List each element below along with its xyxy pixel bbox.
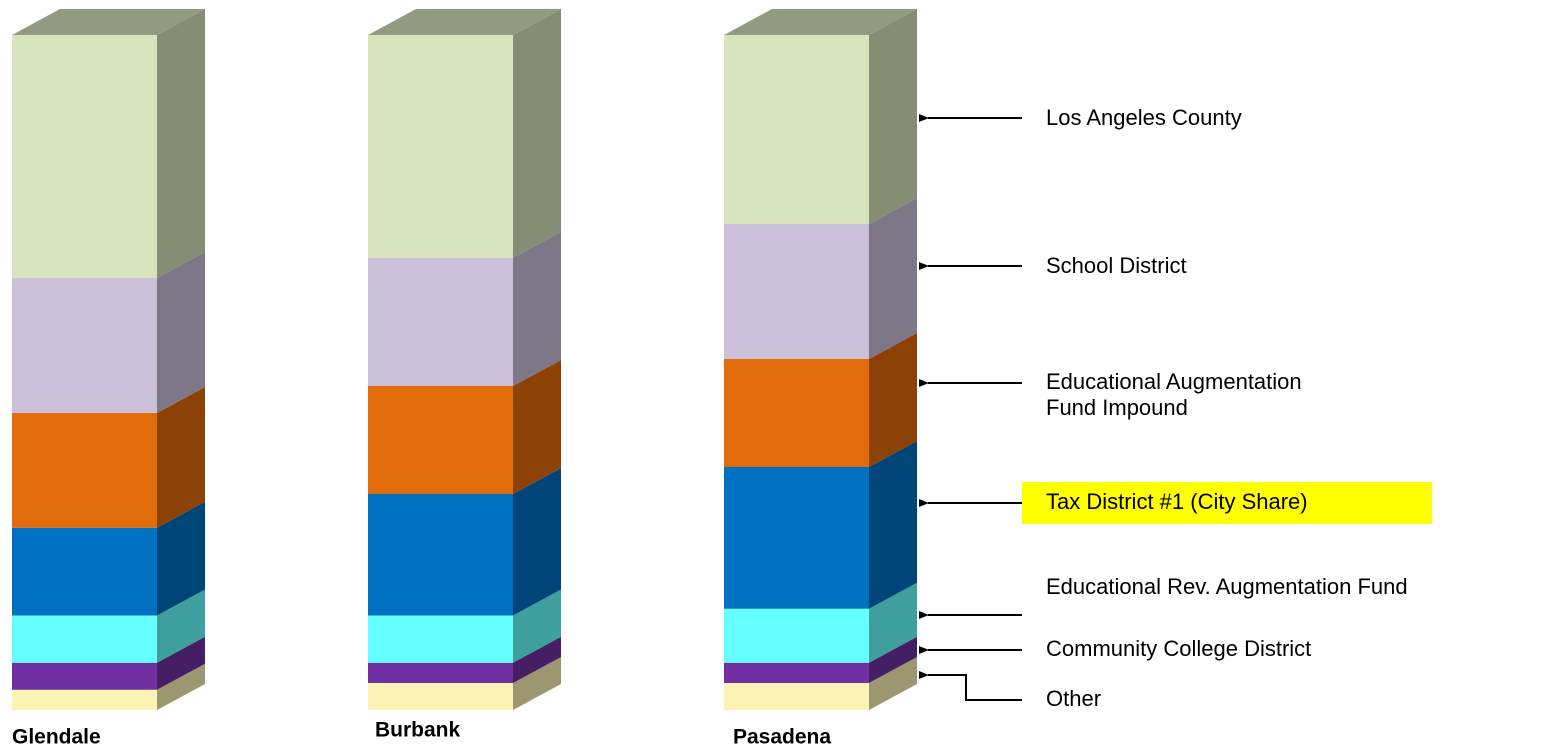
bar-front [368,257,513,386]
legend-label-line: Los Angeles County [1046,105,1242,130]
bar-segment [724,657,917,710]
bar-segment [724,198,917,359]
legend-label: Tax District #1 (City Share) [1046,489,1308,514]
category-label: Glendale [12,726,101,748]
bar-segment [12,501,205,616]
bar-front [724,224,869,359]
bar-segment [12,252,205,413]
legend-arrow [919,671,1022,701]
bar-front [12,413,157,528]
bar-front [368,494,513,616]
bar-front [12,689,157,710]
bar-segment [12,9,205,278]
bar-segment [724,9,917,224]
bar-side [157,589,205,663]
bar-segment [12,636,205,690]
legend-label: School District [1046,253,1187,278]
bar-top [12,9,205,35]
bar-segment [368,9,561,258]
bar-side [157,252,205,413]
bar-front [724,35,869,224]
legend-label: Other [1046,686,1101,711]
legend-label-line: Other [1046,686,1101,711]
bar-segment [724,582,917,663]
bar-segment [368,636,561,683]
bar-side [869,657,917,710]
bar-front [724,608,869,663]
category-label: Burbank [375,719,461,742]
bar-front [12,662,157,690]
bar-side [157,9,205,278]
legend-label: Educational Augmentation Fund Impound [1046,369,1302,420]
bar-front [12,35,157,278]
bar-segment [368,589,561,663]
bar-front [368,683,513,710]
bar-front [12,278,157,413]
bar-side [869,333,917,467]
category-label: Pasadena [733,726,831,748]
bar-side [869,636,917,683]
bar-segment [368,468,561,616]
bar-front [12,615,157,663]
bar-segment [724,441,917,609]
legend-label-line: Community College District [1046,636,1311,661]
bar-side [157,636,205,690]
bar-side [513,9,561,258]
bar-side [157,663,205,710]
highlight-box [1022,482,1432,524]
legend-label-line: Educational Augmentation [1046,369,1302,394]
bar-front [724,662,869,683]
bar-segment [12,663,205,710]
bar-side [157,501,205,616]
bar-side [513,657,561,710]
bar-segment [724,333,917,467]
legend-label: Educational Rev. Augmentation Fund [1046,574,1408,599]
bar-segment [724,636,917,683]
bar-side [869,9,917,224]
bar-segment [12,387,205,528]
bar-top [724,9,917,35]
bar-front [724,359,869,467]
bar-side [513,360,561,494]
bar-side [869,441,917,609]
bar-top [368,9,561,35]
bar-front [724,683,869,710]
bar-side [157,387,205,528]
legend-label: Los Angeles County [1046,105,1242,130]
bar-side [513,589,561,663]
bar-segment [368,360,561,494]
legend-label-line: School District [1046,253,1187,278]
bar-front [724,467,869,609]
bar-side [869,198,917,359]
bar-front [368,386,513,494]
bar-front [12,527,157,616]
bar-segment [12,589,205,663]
bar-segment [368,657,561,710]
bar-segment [368,231,561,386]
legend-label: Community College District [1046,636,1311,661]
bar-front [368,35,513,258]
bar-side [513,636,561,683]
legend-label-line: Educational Rev. Augmentation Fund [1046,574,1408,599]
bar-side [869,582,917,663]
legend-label-line: Tax District #1 (City Share) [1046,489,1308,514]
bar-side [513,231,561,386]
legend-label-line: Fund Impound [1046,395,1188,420]
bar-front [368,662,513,683]
bar-side [513,468,561,616]
bar-front [368,615,513,663]
